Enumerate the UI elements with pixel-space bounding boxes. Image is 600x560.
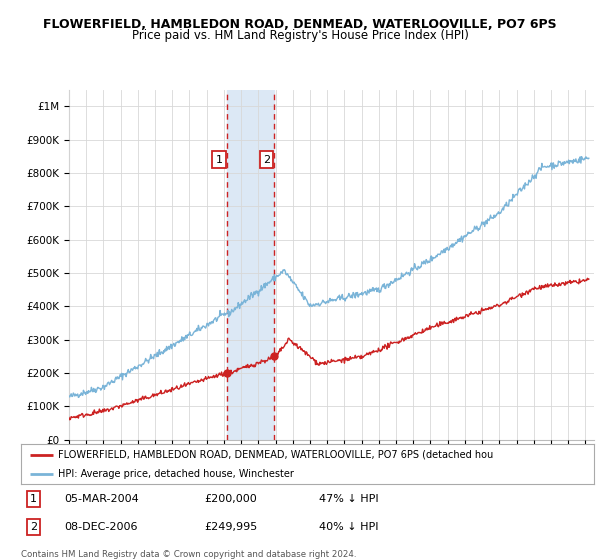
Text: FLOWERFIELD, HAMBLEDON ROAD, DENMEAD, WATERLOOVILLE, PO7 6PS (detached hou: FLOWERFIELD, HAMBLEDON ROAD, DENMEAD, WA… bbox=[58, 450, 493, 460]
Text: 47% ↓ HPI: 47% ↓ HPI bbox=[319, 494, 379, 504]
Text: £249,995: £249,995 bbox=[205, 522, 257, 532]
Text: 1: 1 bbox=[30, 494, 37, 504]
Text: Price paid vs. HM Land Registry's House Price Index (HPI): Price paid vs. HM Land Registry's House … bbox=[131, 29, 469, 42]
Text: Contains HM Land Registry data © Crown copyright and database right 2024.
This d: Contains HM Land Registry data © Crown c… bbox=[21, 550, 356, 560]
Text: 2: 2 bbox=[263, 155, 270, 165]
Text: HPI: Average price, detached house, Winchester: HPI: Average price, detached house, Winc… bbox=[58, 469, 294, 478]
Text: 2: 2 bbox=[30, 522, 37, 532]
Text: £200,000: £200,000 bbox=[205, 494, 257, 504]
Text: 40% ↓ HPI: 40% ↓ HPI bbox=[319, 522, 379, 532]
Text: 05-MAR-2004: 05-MAR-2004 bbox=[64, 494, 139, 504]
Text: 1: 1 bbox=[215, 155, 223, 165]
Text: FLOWERFIELD, HAMBLEDON ROAD, DENMEAD, WATERLOOVILLE, PO7 6PS: FLOWERFIELD, HAMBLEDON ROAD, DENMEAD, WA… bbox=[43, 18, 557, 31]
Bar bbox=[227, 90, 274, 440]
Text: 08-DEC-2006: 08-DEC-2006 bbox=[64, 522, 137, 532]
